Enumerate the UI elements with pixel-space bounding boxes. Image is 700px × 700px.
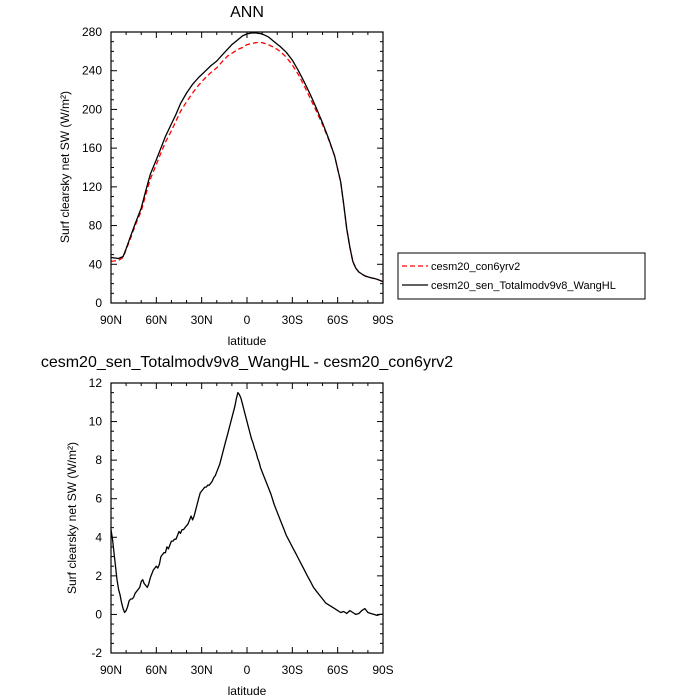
legend-label-control: cesm20_con6yrv2 xyxy=(431,261,520,273)
top-panel-title: ANN xyxy=(230,4,264,21)
top-xtick-label: 30N xyxy=(191,313,213,327)
top-series-line-1 xyxy=(110,32,384,283)
top-ytick-label: 200 xyxy=(82,102,102,116)
bottom-xtick-label: 60N xyxy=(145,663,167,677)
bottom-xtick-label: 60S xyxy=(327,663,348,677)
bottom-ytick-label: 8 xyxy=(95,453,102,467)
bottom-ytick-label: 0 xyxy=(95,607,102,621)
bottom-ytick-label: 2 xyxy=(95,569,102,583)
bottom-xtick-label: 90S xyxy=(372,663,393,677)
top-xtick-label: 60N xyxy=(145,313,167,327)
top-ytick-label: 0 xyxy=(95,296,102,310)
bottom-panel: cesm20_sen_Totalmodv9v8_WangHL - cesm20_… xyxy=(41,354,453,698)
top-panel-xlabel: latitude xyxy=(228,334,267,348)
bottom-panel-xlabel: latitude xyxy=(228,684,267,698)
bottom-panel-series xyxy=(110,391,383,617)
top-xtick-label: 30S xyxy=(282,313,303,327)
top-panel: ANN 90N 60N 30N 0 30S 60S 90S 0 40 80 120 160 200 240… xyxy=(58,4,646,348)
top-ytick-label: 240 xyxy=(82,64,102,78)
bottom-series-line-0 xyxy=(110,391,383,617)
top-series-line-0 xyxy=(110,41,384,283)
top-xtick-label: 90S xyxy=(372,313,393,327)
legend: cesm20_con6yrv2 cesm20_sen_Totalmodv9v8_… xyxy=(397,252,646,300)
bottom-ytick-label: 6 xyxy=(95,492,102,506)
top-xtick-label: 90N xyxy=(100,313,122,327)
bottom-ytick-label: 4 xyxy=(95,530,102,544)
bottom-xtick-label: 90N xyxy=(100,663,122,677)
bottom-xtick-label: 0 xyxy=(244,663,251,677)
top-panel-ylabel: Surf clearsky net SW (W/m²) xyxy=(58,91,72,243)
bottom-panel-ticks: 90N 60N 30N 0 30S 60S 90S -2 0 2 4 6 8 10 12 xyxy=(89,376,394,677)
bottom-panel-title: cesm20_sen_Totalmodv9v8_WangHL - cesm20_… xyxy=(41,354,453,371)
bottom-xtick-label: 30N xyxy=(191,663,213,677)
top-panel-frame xyxy=(110,31,384,304)
top-panel-ticks: 90N 60N 30N 0 30S 60S 90S 0 40 80 120 160 200 240 280 xyxy=(82,25,394,327)
bottom-ytick-label: 10 xyxy=(89,415,103,429)
bottom-ytick-label: -2 xyxy=(91,646,102,660)
top-ytick-label: 160 xyxy=(82,141,102,155)
bottom-panel-ylabel: Surf clearsky net SW (W/m²) xyxy=(65,442,79,594)
top-xtick-label: 60S xyxy=(327,313,348,327)
bottom-ytick-label: 12 xyxy=(89,376,103,390)
top-panel-series xyxy=(110,32,384,283)
bottom-xtick-label: 30S xyxy=(282,663,303,677)
top-ytick-label: 120 xyxy=(82,180,102,194)
top-ytick-label: 80 xyxy=(89,219,103,233)
legend-box xyxy=(397,252,646,300)
legend-label-sensitivity: cesm20_sen_Totalmodv9v8_WangHL xyxy=(431,280,616,292)
top-ytick-label: 40 xyxy=(89,257,103,271)
top-ytick-label: 280 xyxy=(82,25,102,39)
top-xtick-label: 0 xyxy=(244,313,251,327)
